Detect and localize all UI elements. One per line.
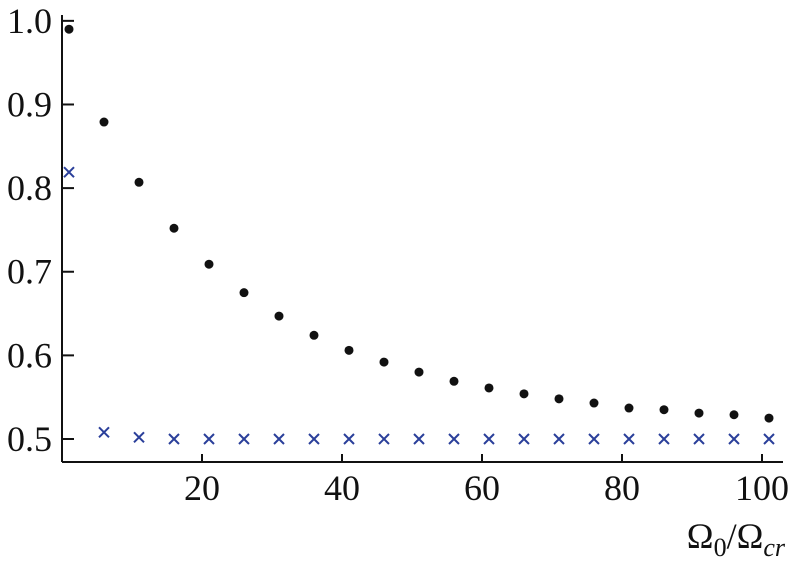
dot-marker xyxy=(64,24,74,34)
dot-marker xyxy=(659,405,669,415)
dot-marker xyxy=(729,410,739,420)
dot-marker xyxy=(484,383,494,393)
cross-marker xyxy=(308,433,320,445)
x-tick-label: 40 xyxy=(324,468,360,508)
cross-marker xyxy=(588,433,600,445)
x-axis-label: Ω0/Ωcr xyxy=(687,516,786,562)
x-tick-label: 100 xyxy=(735,468,789,508)
cross-marker xyxy=(658,433,670,445)
cross-marker xyxy=(728,433,740,445)
label-part: 0 xyxy=(714,533,727,562)
cross-marker xyxy=(378,433,390,445)
cross-marker xyxy=(98,426,110,439)
y-tick-label: 0.6 xyxy=(7,335,52,375)
x-tick-label: 20 xyxy=(184,468,220,508)
cross-marker xyxy=(693,433,705,445)
dot-marker xyxy=(379,357,389,367)
y-tick-label: 1.0 xyxy=(7,1,52,41)
dot-marker xyxy=(519,389,529,399)
y-tick-label: 0.9 xyxy=(7,84,52,124)
cross-marker xyxy=(448,433,460,445)
label-part: cr xyxy=(763,533,786,562)
cross-marker xyxy=(553,433,565,445)
dot-marker xyxy=(449,376,459,386)
dot-marker xyxy=(204,259,214,269)
cross-marker xyxy=(518,433,530,445)
dot-marker xyxy=(239,288,249,298)
cross-marker xyxy=(133,431,145,444)
dot-marker xyxy=(554,394,564,404)
cross-marker xyxy=(63,166,75,178)
cross-marker xyxy=(413,433,425,445)
dot-marker xyxy=(624,403,634,413)
dot-marker xyxy=(344,345,354,355)
cross-marker xyxy=(763,433,775,445)
x-tick-label: 80 xyxy=(604,468,640,508)
dot-marker xyxy=(99,117,109,127)
x-tick-label: 60 xyxy=(464,468,500,508)
cross-marker xyxy=(343,433,355,445)
dot-marker xyxy=(274,311,284,321)
label-part: /Ω xyxy=(727,516,764,556)
dot-marker xyxy=(169,223,179,233)
cross-marker xyxy=(483,433,495,445)
dot-marker xyxy=(589,398,599,408)
dot-marker xyxy=(764,413,774,423)
dot-marker xyxy=(694,408,704,418)
dot-marker xyxy=(414,367,424,377)
cross-marker xyxy=(238,433,250,445)
y-tick-label: 0.7 xyxy=(7,252,52,292)
cross-marker xyxy=(203,433,215,445)
cross-marker xyxy=(623,433,635,445)
y-tick-label: 0.5 xyxy=(7,419,52,459)
label-part: Ω xyxy=(687,516,714,556)
cross-marker xyxy=(168,433,180,445)
dot-marker xyxy=(134,177,144,187)
dot-marker xyxy=(309,330,319,340)
y-tick-label: 0.8 xyxy=(7,168,52,208)
cross-marker xyxy=(273,433,285,445)
